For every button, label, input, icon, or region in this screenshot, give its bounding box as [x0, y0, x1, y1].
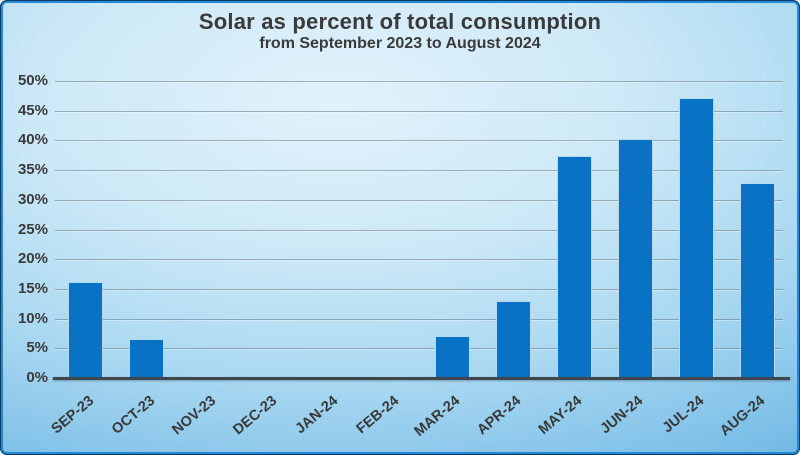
- bar: [556, 156, 592, 378]
- gridline: [55, 199, 783, 201]
- gridline: [55, 259, 783, 261]
- bar: [434, 336, 470, 378]
- gridline: [55, 140, 783, 142]
- y-axis-tick-label: 40%: [17, 131, 48, 149]
- gridline: [55, 110, 783, 112]
- bar: [678, 98, 714, 378]
- y-axis-tick-label: 15%: [17, 279, 48, 297]
- y-axis-tick-label: 50%: [17, 72, 48, 89]
- bar: [190, 375, 226, 378]
- chart-title: Solar as percent of total consumption: [198, 9, 602, 34]
- y-axis-tick-label: 35%: [17, 161, 48, 179]
- bar: [495, 300, 531, 378]
- x-axis-line: [53, 377, 790, 380]
- gridline: [55, 318, 783, 320]
- y-axis-tick-label: 5%: [26, 339, 48, 357]
- bar: [68, 281, 104, 378]
- gridline: [55, 81, 783, 82]
- y-axis-tick-label: 20%: [17, 250, 48, 268]
- gridline: [55, 348, 783, 350]
- bar: [373, 375, 409, 378]
- y-axis-tick-label: 10%: [17, 309, 48, 327]
- y-axis-tick-label: 25%: [17, 220, 48, 238]
- gridline: [55, 170, 783, 172]
- y-axis-tick-label: 0%: [26, 369, 48, 386]
- y-axis-tick-label: 45%: [17, 101, 48, 119]
- bar: [739, 183, 775, 378]
- bar: [617, 138, 653, 378]
- gridline: [55, 229, 783, 231]
- y-axis-tick-label: 30%: [17, 190, 48, 208]
- chart-subtitle: from September 2023 to August 2024: [259, 35, 541, 52]
- gridline: [55, 288, 783, 290]
- bar: [129, 339, 165, 378]
